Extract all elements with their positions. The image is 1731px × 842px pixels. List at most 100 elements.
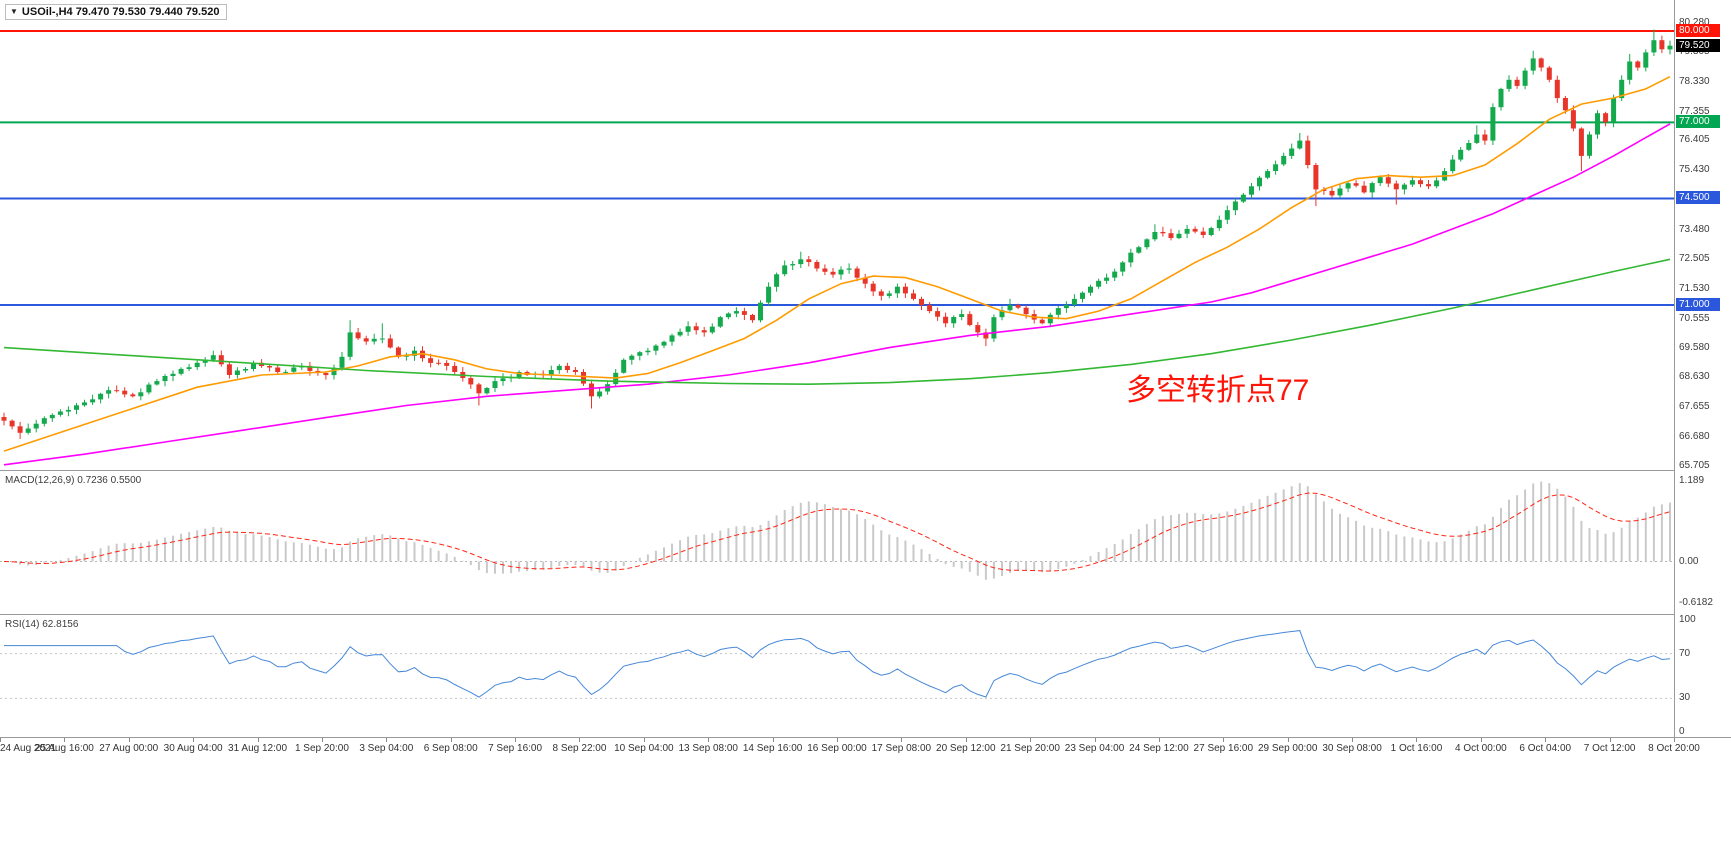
candle-body	[1297, 140, 1303, 149]
panel-separator[interactable]	[0, 470, 1731, 471]
candle-body	[1007, 305, 1013, 311]
price-tick-label: 78.330	[1679, 75, 1710, 87]
time-tick-label: 27 Aug 00:00	[99, 743, 159, 754]
candle-body	[1039, 319, 1045, 324]
candle-body	[894, 286, 900, 294]
candle-body	[1240, 194, 1246, 202]
candle-body	[838, 269, 844, 275]
candle-body	[927, 305, 933, 312]
candle-body	[49, 414, 55, 419]
hlines-layer[interactable]	[0, 30, 1674, 306]
candle-body	[1546, 67, 1552, 80]
candle-body	[1345, 183, 1351, 189]
candle-body	[65, 409, 71, 412]
time-tick-mark	[193, 738, 195, 742]
time-tick-mark	[1158, 738, 1160, 742]
candle-body	[1096, 280, 1102, 287]
candle-body	[484, 388, 490, 394]
time-tick-label: 3 Sep 04:00	[359, 743, 414, 754]
candle-body	[90, 399, 96, 403]
time-tick-label: 30 Aug 04:00	[163, 743, 223, 754]
candle-body	[629, 355, 635, 360]
candle-body	[1498, 88, 1504, 108]
time-tick-mark	[643, 738, 645, 742]
time-tick-mark	[708, 738, 710, 742]
candle-body	[339, 356, 345, 368]
candle-body	[1418, 180, 1423, 185]
hline-price-label: 80.000	[1676, 24, 1720, 38]
time-tick-label: 1 Sep 20:00	[294, 743, 349, 754]
candle-body	[1080, 292, 1085, 299]
price-tick-label: 70.555	[1679, 312, 1710, 324]
collapse-chart-icon[interactable]: ▼	[10, 7, 18, 16]
ma-line-fast[interactable]	[3, 75, 1671, 452]
candle-body	[1088, 286, 1093, 293]
candle-body	[1482, 134, 1488, 141]
candle-body	[243, 369, 248, 371]
macd-signal-line	[3, 492, 1671, 572]
candle-body	[846, 268, 852, 270]
candle-body	[275, 367, 281, 372]
candle-body	[572, 370, 578, 372]
candle-body	[1434, 180, 1440, 187]
price-scale[interactable]: 80.280 79.305 78.330 77.355 76.405 75.430 73.4…	[1674, 0, 1731, 737]
candle-body	[74, 405, 79, 410]
candle-body	[1466, 143, 1472, 150]
time-tick-label: 13 Sep 08:00	[678, 743, 738, 754]
candle-body	[709, 326, 715, 333]
candle-body	[597, 391, 603, 397]
time-tick-mark	[901, 738, 903, 742]
time-tick-mark	[1416, 738, 1418, 742]
candle-body	[1055, 308, 1061, 315]
candle-body	[782, 265, 788, 275]
candle-body	[717, 317, 723, 327]
time-tick-label: 17 Sep 08:00	[871, 743, 932, 754]
candle-body	[1458, 149, 1464, 160]
candle-body	[468, 378, 474, 385]
time-tick-label: 6 Oct 04:00	[1519, 743, 1572, 754]
candle-body	[57, 411, 63, 415]
candle-body	[283, 371, 289, 373]
time-scale[interactable]: 24 Aug 2021 25 Aug 16:00 27 Aug 00:00 30 Au…	[0, 738, 1731, 758]
time-tick-mark	[1545, 738, 1547, 742]
candle-body	[1337, 188, 1343, 196]
ma-line-mid[interactable]	[3, 123, 1671, 466]
time-tick-label: 7 Oct 12:00	[1583, 743, 1636, 754]
candle-body	[701, 330, 707, 333]
candle-body	[886, 293, 892, 296]
time-tick-mark	[1609, 738, 1611, 742]
time-tick-label: 4 Oct 00:00	[1454, 743, 1507, 754]
macd-scale-label: -0.6182	[1679, 597, 1713, 609]
candle-body	[1562, 98, 1568, 111]
chart-canvas[interactable]	[0, 0, 1674, 737]
candle-body	[1200, 231, 1206, 235]
candle-body	[1208, 228, 1214, 235]
time-tick-mark	[837, 738, 838, 742]
candle-body	[41, 418, 47, 424]
candle-body	[154, 381, 160, 385]
candle-body	[371, 338, 377, 342]
candle-body	[1643, 52, 1649, 68]
candle-body	[1160, 232, 1166, 234]
candle-body	[1361, 185, 1367, 193]
candle-body	[355, 332, 361, 339]
candle-body	[1120, 262, 1126, 272]
window-bottom-area	[0, 758, 1731, 842]
time-tick-mark	[64, 738, 66, 742]
panel-separator[interactable]	[0, 614, 1731, 615]
price-tick-label: 80.280	[1679, 16, 1710, 28]
price-tick-label: 71.530	[1679, 282, 1710, 294]
ma-line-slow[interactable]	[3, 258, 1671, 386]
candle-body	[226, 364, 232, 375]
time-tick-label: 1 Oct 16:00	[1390, 743, 1443, 754]
price-tick-label: 73.480	[1679, 223, 1710, 235]
candle-body	[1570, 110, 1576, 129]
candle-body	[1216, 219, 1222, 229]
candle-body	[637, 352, 643, 356]
candle-body	[556, 365, 562, 371]
candle-body	[806, 259, 812, 262]
chart-annotation-text[interactable]: 多空转折点77	[1126, 374, 1310, 407]
candle-body	[1353, 183, 1359, 186]
panel-separator[interactable]	[0, 737, 1731, 738]
